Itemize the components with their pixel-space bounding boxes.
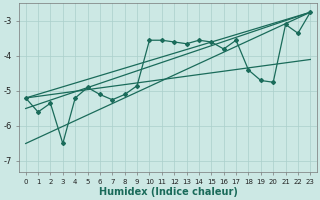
X-axis label: Humidex (Indice chaleur): Humidex (Indice chaleur)	[99, 187, 237, 197]
